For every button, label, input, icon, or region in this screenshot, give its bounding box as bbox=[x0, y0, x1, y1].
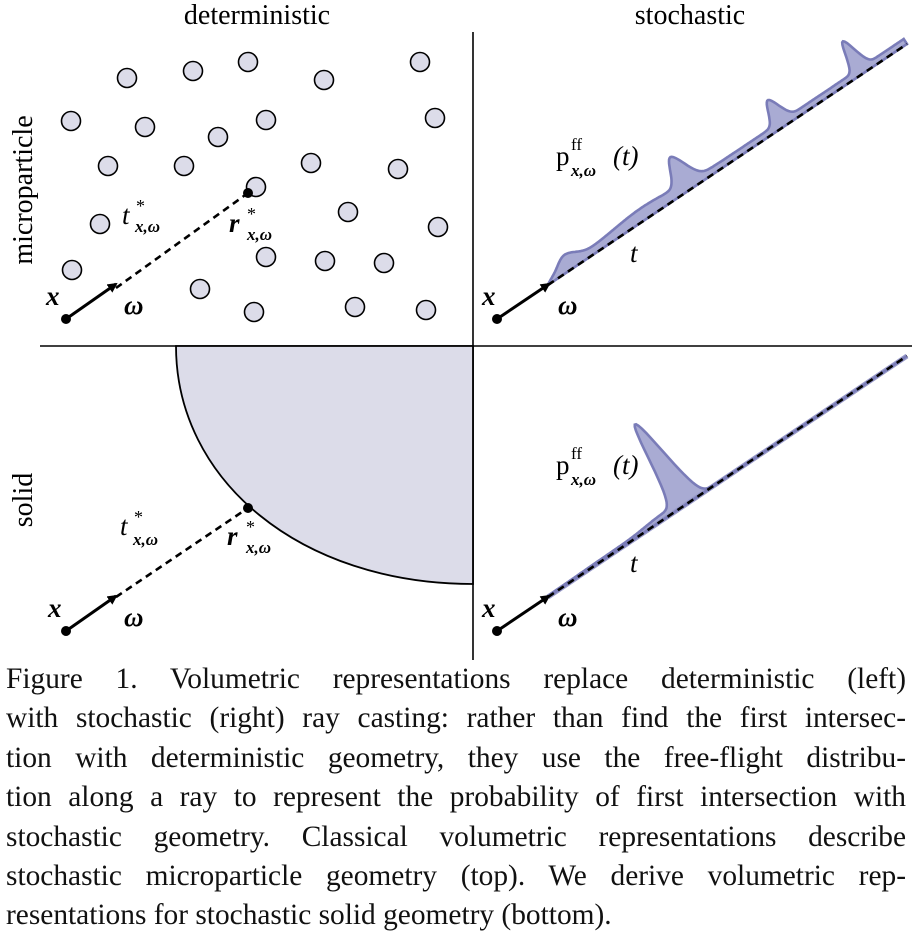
direction-label-top-left: ω bbox=[124, 290, 144, 320]
svg-text:x,ω: x,ω bbox=[134, 217, 160, 236]
microparticle bbox=[313, 69, 335, 91]
microparticle bbox=[173, 155, 195, 177]
svg-text:t: t bbox=[122, 200, 131, 230]
microparticle bbox=[373, 252, 395, 274]
origin-dot-bottom-left bbox=[61, 626, 71, 636]
caption-line: tion with deterministic geometry, they u… bbox=[6, 741, 906, 774]
microparticle bbox=[255, 109, 277, 131]
microparticle bbox=[337, 201, 359, 223]
microparticle bbox=[61, 259, 83, 281]
caption-line: Figure 1. Volumetric representations rep… bbox=[6, 663, 906, 695]
microparticle bbox=[116, 67, 138, 89]
svg-text:p: p bbox=[556, 450, 570, 480]
row-header-solid: solid bbox=[8, 473, 39, 527]
direction-arrow-bottom-left bbox=[65, 594, 118, 633]
hit-dot-bottom-left bbox=[243, 503, 253, 513]
svg-text:*: * bbox=[136, 196, 145, 216]
microparticle bbox=[134, 116, 156, 138]
t-label-top-right: t bbox=[630, 238, 639, 268]
figure: deterministic stochastic microparticle s… bbox=[8, 0, 912, 660]
microparticle bbox=[300, 152, 322, 174]
caption-line: stochastic geometry. Classical volumetri… bbox=[6, 820, 906, 853]
hit-dot-top-left bbox=[243, 188, 253, 198]
svg-text:x,ω: x,ω bbox=[132, 530, 158, 549]
direction-arrow-bottom-right bbox=[496, 594, 551, 633]
svg-text:(t): (t) bbox=[613, 141, 638, 171]
caption-line: tion along a ray to represent the probab… bbox=[6, 781, 906, 814]
pff-label-bottom-right: p ff x,ω (t) bbox=[556, 444, 638, 489]
direction-arrow-top-right bbox=[496, 282, 551, 321]
svg-text:r: r bbox=[229, 208, 240, 238]
microparticle bbox=[60, 110, 82, 132]
microparticle bbox=[189, 278, 211, 300]
ray-top-left-dashed bbox=[115, 191, 249, 290]
microparticle bbox=[243, 301, 265, 323]
figure-caption: Figure 1. Volumetric representations rep… bbox=[6, 660, 906, 936]
caption-line: resentations for stochastic solid geomet… bbox=[6, 899, 612, 932]
microparticle bbox=[427, 216, 449, 238]
svg-text:(t): (t) bbox=[613, 450, 638, 480]
svg-text:p: p bbox=[556, 141, 570, 171]
svg-text:*: * bbox=[134, 507, 143, 527]
origin-label-bottom-left: x bbox=[47, 593, 62, 623]
microparticle bbox=[207, 126, 229, 148]
svg-text:t: t bbox=[120, 511, 129, 541]
svg-text:x,ω: x,ω bbox=[245, 538, 271, 557]
microparticle bbox=[409, 51, 431, 73]
origin-label-top-left: x bbox=[45, 281, 60, 311]
microparticle bbox=[415, 299, 437, 321]
r-star-label-top-left: r * x,ω bbox=[229, 204, 272, 244]
column-header-deterministic: deterministic bbox=[184, 0, 330, 31]
r-star-label-bottom-left: r * x,ω bbox=[227, 517, 271, 557]
caption-line: stochastic microparticle geometry (top).… bbox=[6, 860, 906, 893]
svg-text:x,ω: x,ω bbox=[570, 161, 596, 180]
t-label-bottom-right: t bbox=[630, 548, 639, 578]
row-header-microparticle: microparticle bbox=[8, 115, 39, 264]
t-star-label-top-left: t * x,ω bbox=[122, 196, 160, 236]
microparticle bbox=[314, 250, 336, 272]
microparticle bbox=[182, 60, 204, 82]
svg-text:x,ω: x,ω bbox=[570, 470, 596, 489]
origin-dot-bottom-right bbox=[492, 626, 502, 636]
microparticles bbox=[60, 51, 449, 323]
microparticle bbox=[387, 158, 409, 180]
svg-text:ff: ff bbox=[571, 444, 582, 463]
microparticle bbox=[255, 246, 277, 268]
solid-region bbox=[175, 345, 474, 585]
direction-label-bottom-left: ω bbox=[124, 602, 144, 632]
origin-dot-top-left bbox=[61, 314, 71, 324]
figure-canvas: deterministic stochastic microparticle s… bbox=[8, 0, 912, 660]
microparticle bbox=[89, 213, 111, 235]
svg-text:*: * bbox=[246, 517, 255, 537]
direction-label-top-right: ω bbox=[558, 290, 578, 320]
svg-text:x,ω: x,ω bbox=[246, 225, 272, 244]
ray-bottom-right-dashed bbox=[547, 354, 908, 599]
t-star-label-bottom-left: t * x,ω bbox=[120, 507, 158, 549]
origin-label-bottom-right: x bbox=[481, 593, 496, 623]
ray-top-right-dashed bbox=[547, 42, 908, 287]
microparticle bbox=[344, 296, 366, 318]
direction-arrow-top-left bbox=[65, 282, 118, 321]
direction-label-bottom-right: ω bbox=[558, 602, 578, 632]
microparticle bbox=[97, 155, 119, 177]
pff-label-top-right: p ff x,ω (t) bbox=[556, 135, 638, 180]
svg-text:ff: ff bbox=[571, 135, 582, 154]
ray-bottom-left-dashed bbox=[115, 506, 249, 599]
column-header-stochastic: stochastic bbox=[635, 0, 745, 31]
svg-text:r: r bbox=[227, 521, 238, 551]
caption-line: with stochastic (right) ray casting: rat… bbox=[6, 702, 906, 735]
origin-dot-top-right bbox=[492, 314, 502, 324]
origin-label-top-right: x bbox=[481, 281, 496, 311]
microparticle bbox=[237, 51, 259, 73]
microparticle bbox=[424, 107, 446, 129]
svg-text:*: * bbox=[247, 204, 256, 224]
